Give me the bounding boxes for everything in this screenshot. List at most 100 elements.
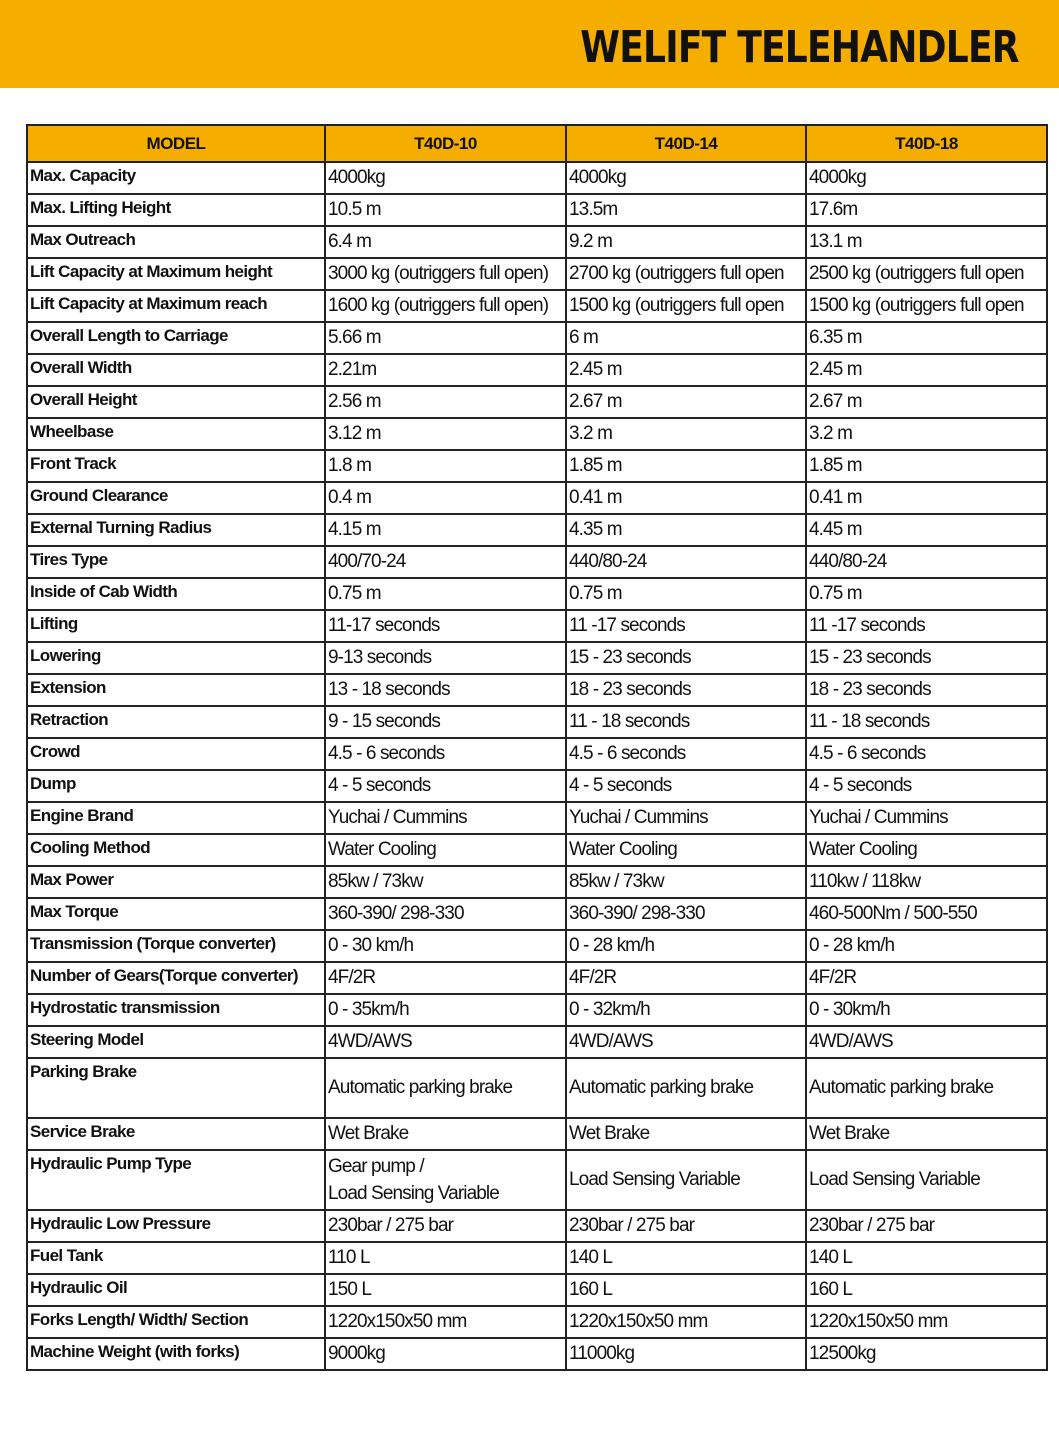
- spec-value: 11 -17 seconds: [565, 609, 807, 643]
- spec-table: MODEL T40D-10 T40D-14 T40D-18 Max. Capac…: [26, 124, 1048, 1371]
- spec-value: 110kw / 118kw: [805, 865, 1048, 899]
- table-row: Forks Length/ Width/ Section 1220x150x50 …: [26, 1305, 1048, 1339]
- spec-value: 0 - 32km/h: [565, 993, 807, 1027]
- spec-value: 9 - 15 seconds: [324, 705, 567, 739]
- spec-value: 1500 kg (outriggers full open: [805, 289, 1048, 323]
- spec-value: 4000kg: [565, 161, 807, 195]
- table-row: Lift Capacity at Maximum reach 1600 kg (o…: [26, 289, 1048, 323]
- spec-value: 0 - 30 km/h: [324, 929, 567, 963]
- spec-label: Forks Length/ Width/ Section: [26, 1305, 326, 1339]
- spec-label: Service Brake: [26, 1117, 326, 1151]
- header-t40d-14: T40D-14: [565, 124, 807, 163]
- spec-value: 18 - 23 seconds: [805, 673, 1048, 707]
- header-t40d-18: T40D-18: [805, 124, 1048, 163]
- table-row: Inside of Cab Width 0.75 m 0.75 m 0.75 m: [26, 577, 1048, 611]
- spec-value: 4000kg: [805, 161, 1048, 195]
- spec-value: 1220x150x50 mm: [565, 1305, 807, 1339]
- spec-value: 2.56 m: [324, 385, 567, 419]
- table-row: Fuel Tank 110 L 140 L 140 L: [26, 1241, 1048, 1275]
- table-row: Tires Type 400/70-24 440/80-24 440/80-24: [26, 545, 1048, 579]
- spec-label: Hydraulic Oil: [26, 1273, 326, 1307]
- spec-value: Wet Brake: [805, 1117, 1048, 1151]
- table-row: Service Brake Wet Brake Wet Brake Wet Brake: [26, 1117, 1048, 1151]
- spec-label: Hydraulic Low Pressure: [26, 1209, 326, 1243]
- spec-value: Automatic parking brake: [805, 1057, 1048, 1119]
- spec-label: Machine Weight (with forks): [26, 1337, 326, 1371]
- spec-value: 13 - 18 seconds: [324, 673, 567, 707]
- spec-label: Lift Capacity at Maximum reach: [26, 289, 326, 323]
- spec-value: 1.8 m: [324, 449, 567, 483]
- spec-value: 3000 kg (outriggers full open): [324, 257, 567, 291]
- brand-title: WELIFT TELEHANDLER: [580, 22, 1020, 73]
- spec-value: 4 - 5 seconds: [805, 769, 1048, 803]
- spec-value: Load Sensing Variable: [805, 1149, 1048, 1211]
- spec-value: 85kw / 73kw: [324, 865, 567, 899]
- spec-value: 13.1 m: [805, 225, 1048, 259]
- spec-value: 160 L: [565, 1273, 807, 1307]
- table-row: Extension 13 - 18 seconds 18 - 23 seconds 1…: [26, 673, 1048, 707]
- header-model: MODEL: [26, 124, 326, 163]
- spec-value: Wet Brake: [565, 1117, 807, 1151]
- table-row: Retraction 9 - 15 seconds 11 - 18 seconds 1…: [26, 705, 1048, 739]
- spec-value: Wet Brake: [324, 1117, 567, 1151]
- table-row: Engine Brand Yuchai / Cummins Yuchai / Cum…: [26, 801, 1048, 835]
- table-row: Max Power 85kw / 73kw 85kw / 73kw 110kw / 1…: [26, 865, 1048, 899]
- spec-value: 11 - 18 seconds: [565, 705, 807, 739]
- table-row: Number of Gears(Torque converter) 4F/2R 4F…: [26, 961, 1048, 995]
- spec-value: 18 - 23 seconds: [565, 673, 807, 707]
- spec-value: 10.5 m: [324, 193, 567, 227]
- spec-value: 4.35 m: [565, 513, 807, 547]
- spec-value: 0.75 m: [324, 577, 567, 611]
- spec-value: 230bar / 275 bar: [805, 1209, 1048, 1243]
- spec-value: 3.12 m: [324, 417, 567, 451]
- table-row: Max. Capacity 4000kg 4000kg 4000kg: [26, 161, 1048, 195]
- spec-value: 360-390/ 298-330: [565, 897, 807, 931]
- spec-label: External Turning Radius: [26, 513, 326, 547]
- spec-value: Water Cooling: [805, 833, 1048, 867]
- spec-label: Transmission (Torque converter): [26, 929, 326, 963]
- spec-label: Wheelbase: [26, 417, 326, 451]
- spec-value: 4WD/AWS: [565, 1025, 807, 1059]
- spec-value: 160 L: [805, 1273, 1048, 1307]
- spec-label: Overall Height: [26, 385, 326, 419]
- spec-value: 2.67 m: [805, 385, 1048, 419]
- spec-label: Tires Type: [26, 545, 326, 579]
- spec-value: 0.75 m: [805, 577, 1048, 611]
- spec-value: 15 - 23 seconds: [565, 641, 807, 675]
- spec-value: 17.6m: [805, 193, 1048, 227]
- spec-value: 440/80-24: [565, 545, 807, 579]
- spec-value: 11 - 18 seconds: [805, 705, 1048, 739]
- table-row: Overall Height 2.56 m 2.67 m 2.67 m: [26, 385, 1048, 419]
- spec-value: 2700 kg (outriggers full open: [565, 257, 807, 291]
- spec-label: Hydraulic Pump Type: [26, 1149, 326, 1211]
- spec-value: Gear pump / Load Sensing Variable: [324, 1149, 567, 1211]
- spec-value: 4.45 m: [805, 513, 1048, 547]
- spec-value: Water Cooling: [324, 833, 567, 867]
- spec-value: 9000kg: [324, 1337, 567, 1371]
- spec-value: 0 - 28 km/h: [805, 929, 1048, 963]
- spec-label: Overall Width: [26, 353, 326, 387]
- spec-value: 4WD/AWS: [805, 1025, 1048, 1059]
- spec-value: 140 L: [565, 1241, 807, 1275]
- header-t40d-10: T40D-10: [324, 124, 567, 163]
- spec-value: 2.67 m: [565, 385, 807, 419]
- spec-value: 1600 kg (outriggers full open): [324, 289, 567, 323]
- spec-value: 9-13 seconds: [324, 641, 567, 675]
- table-row: Overall Width 2.21m 2.45 m 2.45 m: [26, 353, 1048, 387]
- spec-label: Parking Brake: [26, 1057, 326, 1119]
- spec-label: Retraction: [26, 705, 326, 739]
- spec-label: Front Track: [26, 449, 326, 483]
- spec-value: 150 L: [324, 1273, 567, 1307]
- table-row: Hydraulic Low Pressure 230bar / 275 bar 23…: [26, 1209, 1048, 1243]
- spec-value: 1220x150x50 mm: [805, 1305, 1048, 1339]
- spec-value: 2500 kg (outriggers full open: [805, 257, 1048, 291]
- spec-value: 4F/2R: [324, 961, 567, 995]
- spec-value: 0.41 m: [805, 481, 1048, 515]
- spec-label: Max. Capacity: [26, 161, 326, 195]
- spec-value: 4F/2R: [805, 961, 1048, 995]
- spec-value: 13.5m: [565, 193, 807, 227]
- spec-value: 1500 kg (outriggers full open: [565, 289, 807, 323]
- table-row: Hydraulic Pump Type Gear pump / Load Sens…: [26, 1149, 1048, 1211]
- spec-value: 0 - 30km/h: [805, 993, 1048, 1027]
